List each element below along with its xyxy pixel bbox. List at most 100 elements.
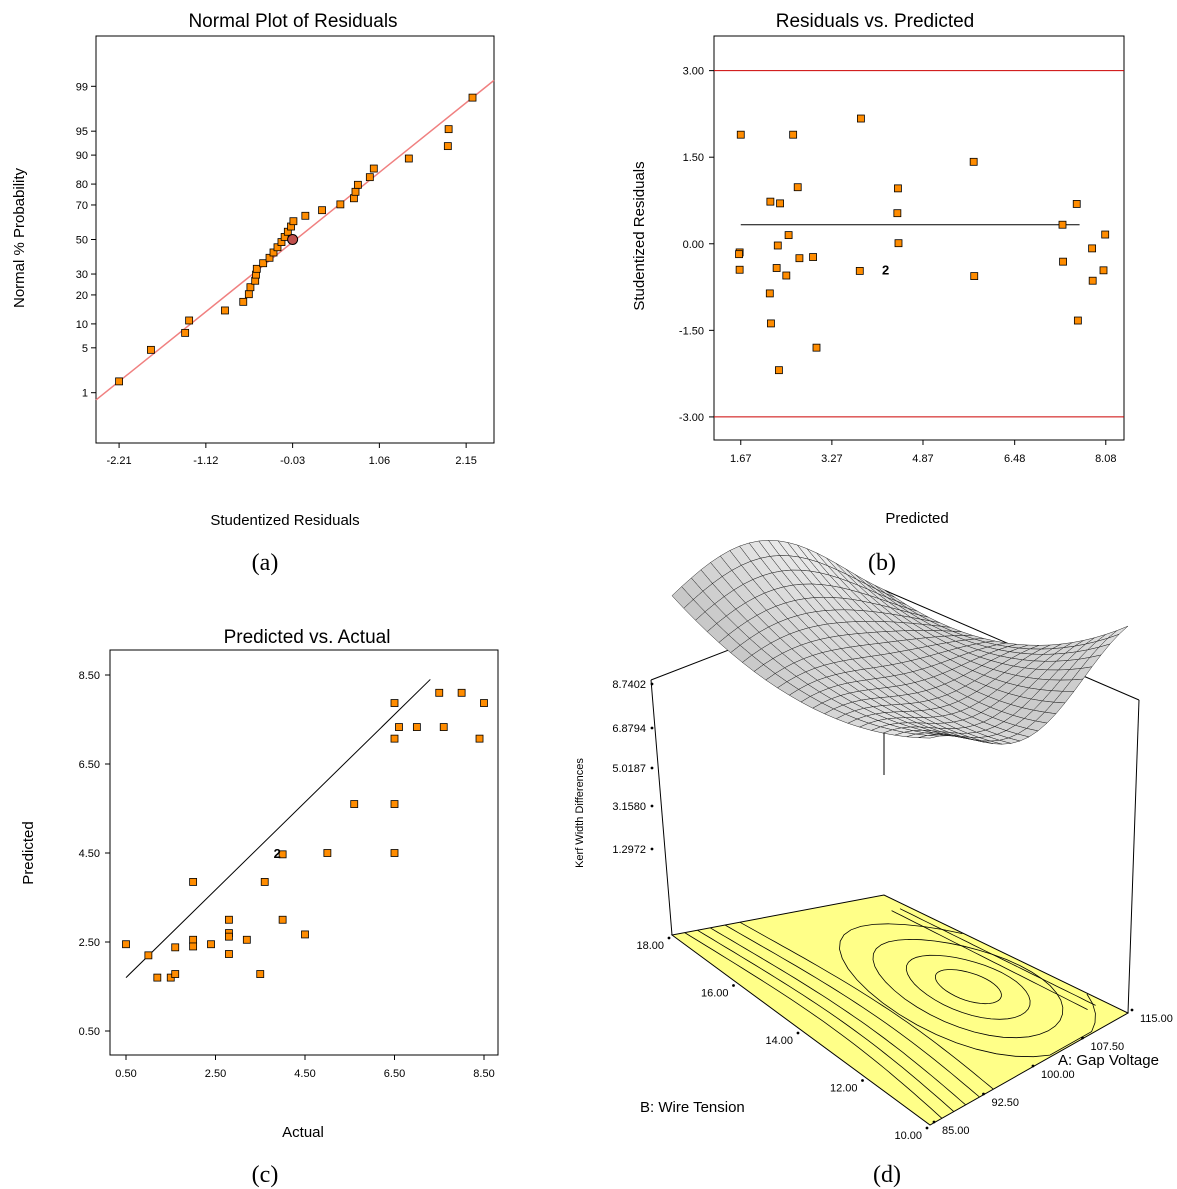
panel-b-title: Residuals vs. Predicted xyxy=(776,11,975,32)
panel-b-point xyxy=(893,209,902,218)
panel-b-point xyxy=(857,114,865,123)
panel-b-points xyxy=(735,114,1110,375)
panel-b-point xyxy=(795,254,804,263)
panel-c-y-tick-label: 0.50 xyxy=(79,1026,100,1038)
panel-d-b-tick-mark xyxy=(732,984,735,987)
panel-b-point xyxy=(1058,220,1067,229)
panel-b-point xyxy=(1072,200,1081,208)
panel-a-y-axis-label: Normal % Probability xyxy=(11,167,28,308)
panel-c-point xyxy=(278,850,287,859)
panel-b-point xyxy=(735,265,744,274)
panel-d-contour-band xyxy=(709,927,966,1106)
panel-a-y-tick-label: 20 xyxy=(76,290,88,302)
panel-b-point xyxy=(809,253,817,261)
panel-a-point xyxy=(252,264,261,273)
panel-a-point xyxy=(350,194,358,203)
panel-d-caption: (d) xyxy=(873,1162,901,1188)
panel-d-surface-facet xyxy=(918,735,940,739)
panel-c-point xyxy=(457,688,466,697)
panel-c-point xyxy=(412,723,421,731)
panel-a-y-tick-label: 80 xyxy=(76,179,88,191)
panel-d-b-tick-label: 14.00 xyxy=(765,1035,793,1047)
panel-d-contour-ring xyxy=(872,938,1064,1039)
panel-d-axis-ticks: 85.00 92.50 100.00 107.50 115.00 10.00 12.00 14… xyxy=(612,679,1172,1142)
panel-d-contour-base xyxy=(670,894,1130,1126)
panel-b-point xyxy=(767,319,775,328)
panel-c-y-ticks: 0.50 2.50 4.50 6.50 8.50 xyxy=(79,670,110,1038)
panel-d-contour-band xyxy=(697,929,955,1112)
panel-d-b-tick-mark xyxy=(667,936,671,940)
panel-a-x-tick-label: -1.12 xyxy=(193,455,218,467)
panel-a-y-tick-label: 99 xyxy=(76,81,88,93)
panel-d: 85.00 92.50 100.00 107.50 115.00 10.00 12.00 14… xyxy=(574,540,1173,1188)
panel-c-y-tick-label: 2.50 xyxy=(79,937,100,949)
panel-a-y-tick-label: 50 xyxy=(76,235,88,247)
panel-b-point xyxy=(782,271,791,280)
panel-c-y-tick-label: 8.50 xyxy=(79,670,100,682)
panel-b-x-axis-label: Predicted xyxy=(885,510,948,527)
panel-c-title: Predicted vs. Actual xyxy=(224,627,391,648)
panel-c-y-tick-label: 4.50 xyxy=(79,848,100,860)
panel-d-z-tick-label: 5.0187 xyxy=(612,763,646,775)
panel-a-y-tick-label: 5 xyxy=(82,343,88,355)
panel-d-a-tick-mark xyxy=(1031,1064,1035,1068)
panel-c-point xyxy=(189,942,198,951)
panel-c-point xyxy=(153,973,162,982)
panel-a: Normal Plot of Residuals -2.21 -1.12 -0.03… xyxy=(11,11,495,576)
panel-b-point xyxy=(1059,257,1067,266)
panel-b-plot-frame xyxy=(713,35,1125,441)
panel-b-caption: (b) xyxy=(868,550,896,576)
panel-c-point xyxy=(390,734,399,743)
panel-a-point xyxy=(269,248,278,257)
panel-b-x-tick-label: 1.67 xyxy=(730,453,751,465)
panel-d-contour-edge xyxy=(891,910,1088,1010)
panel-d-contour-edge xyxy=(899,908,1096,1006)
panel-d-z-tick-mark xyxy=(650,726,654,730)
panel-b-point xyxy=(793,183,802,192)
panel-c-point xyxy=(390,800,399,808)
panel-d-contour-ring xyxy=(839,923,1096,1058)
panel-a-point xyxy=(369,164,378,173)
panel-b-point xyxy=(969,157,978,166)
panel-c-plot-frame xyxy=(109,649,499,1056)
panel-a-x-tick-label: -0.03 xyxy=(280,455,305,467)
panel-c-point xyxy=(390,849,399,857)
panel-b-x-tick-label: 3.27 xyxy=(821,453,842,465)
panel-b-y-axis-label: Studentized Residuals xyxy=(631,161,648,310)
panel-d-contour-ring xyxy=(934,969,1002,1005)
panel-d-a-tick-label: 92.50 xyxy=(992,1097,1020,1109)
panel-d-contour-band xyxy=(684,932,943,1119)
panel-b-point-count-label: 2 xyxy=(882,263,889,278)
panel-a-points xyxy=(115,93,477,386)
panel-a-x-tick-label: 2.15 xyxy=(455,455,476,467)
panel-b-point xyxy=(784,231,793,240)
panel-c-point xyxy=(242,935,251,944)
panel-c-point xyxy=(207,940,215,949)
panel-b-x-tick-label: 8.08 xyxy=(1095,453,1116,465)
panel-a-point xyxy=(244,290,253,299)
panel-b-point xyxy=(765,289,774,298)
panel-d-contour-ring xyxy=(905,954,1031,1020)
panel-a-point xyxy=(181,328,190,337)
panel-c-point xyxy=(439,723,448,731)
panel-d-b-tick-label: 10.00 xyxy=(894,1130,922,1142)
panel-c-x-tick-label: 8.50 xyxy=(473,1068,494,1080)
panel-c-point xyxy=(189,935,198,944)
panel-c-point xyxy=(350,800,359,808)
panel-b-x-tick-label: 6.48 xyxy=(1004,453,1025,465)
panel-d-b-tick-mark xyxy=(861,1079,864,1082)
panel-b-point xyxy=(766,197,775,206)
panel-c-point xyxy=(144,951,153,960)
panel-a-point xyxy=(336,200,345,209)
panel-a-caption: (a) xyxy=(252,550,279,576)
panel-d-response-surface xyxy=(671,540,1129,745)
panel-d-a-tick-label: 100.00 xyxy=(1041,1069,1075,1081)
panel-d-z-tick-label: 6.8794 xyxy=(612,723,646,735)
panel-c-point xyxy=(256,970,265,978)
panel-c-point xyxy=(189,878,198,886)
panel-c-x-tick-label: 4.50 xyxy=(294,1068,315,1080)
panel-d-z-tick-label: 8.7402 xyxy=(612,679,646,691)
panel-c-x-axis-label: Actual xyxy=(282,1124,324,1141)
panel-a-point xyxy=(289,217,298,226)
panel-c-fit-line xyxy=(125,679,431,978)
